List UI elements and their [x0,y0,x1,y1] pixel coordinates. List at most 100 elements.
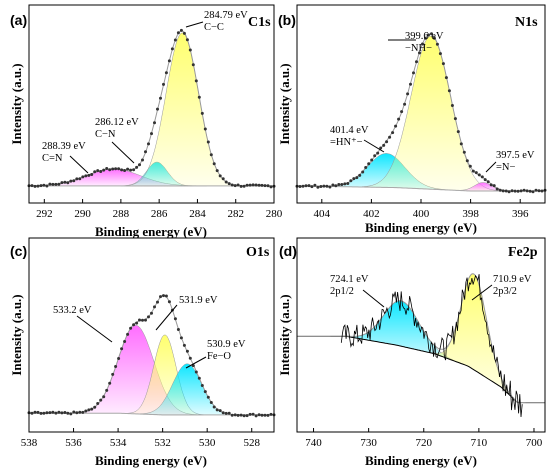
raw-spectrum [340,274,523,418]
x-ticks: 404 402 400 398 396 [314,199,529,220]
data-point [84,174,88,178]
data-point [99,170,103,173]
data-point [331,183,335,187]
data-point [156,300,159,304]
data-point [176,31,180,35]
data-point [170,47,174,51]
plot-frame [28,237,275,433]
data-point [111,372,115,376]
panel-c1s: 292 290 288 286 284 282 280 (a) C1s 284.79 eVC… [9,4,283,239]
data-point [90,173,94,176]
data-point [266,184,270,188]
data-point [337,183,341,186]
data-point [242,184,246,188]
data-point [257,413,261,417]
data-point [117,167,121,171]
data-point [42,411,46,415]
experimental-points [340,274,523,418]
data-point [349,179,353,183]
data-point [447,89,451,93]
x-tick-label: 282 [227,208,244,220]
x-tick-label: 536 [65,437,82,449]
data-point [30,411,34,415]
data-point [233,184,237,188]
data-point [162,294,165,298]
data-point [120,168,124,172]
y-axis-title: Intensity (a.u.) [9,294,24,375]
experimental-points [295,32,547,194]
x-tick-label: 404 [314,208,331,220]
data-point [141,318,144,322]
data-point [510,189,514,193]
data-point [230,413,234,417]
annotation-arrow [76,315,113,343]
plot-frame [28,4,275,204]
annotation-label: 710.9 eV [493,274,532,285]
data-point [498,188,502,192]
data-point [93,405,97,409]
peak-fill-284.79 [125,32,240,187]
data-point [135,165,139,169]
element-label: O1s [246,245,270,260]
data-point [159,96,162,100]
data-point [39,184,43,188]
data-point [421,42,424,46]
x-ticks: 538 536 534 532 530 528 [21,428,260,449]
data-point [316,185,320,189]
data-point [382,143,386,147]
data-point [456,130,460,134]
panel-n1s: 404 402 400 398 396 (b) N1s 399.6 eV−NH− 401.… [277,4,547,235]
data-point [391,131,395,135]
data-point [310,185,314,189]
data-point [507,190,511,194]
data-point [150,311,153,315]
data-point [245,183,249,187]
data-point [269,412,273,416]
x-ticks: 292 290 288 286 284 282 280 [36,199,283,220]
data-point [227,182,231,186]
data-point [99,398,103,402]
data-point [245,414,249,418]
data-point [471,169,475,173]
y-axis-title: Intensity (a.u.) [9,63,24,144]
experimental-points [27,28,276,189]
data-point [534,188,538,192]
data-point [519,189,523,193]
annotation-arrow [185,21,204,28]
data-point [120,347,124,351]
data-point [209,153,213,157]
data-point [236,183,240,187]
data-point [188,356,192,360]
data-point [197,95,201,99]
data-point [209,401,213,404]
data-point [54,411,58,415]
data-point [45,184,49,188]
data-point [153,121,156,125]
data-point [483,178,487,182]
annotation-label: 284.79 eV [204,10,248,21]
data-point [108,168,112,172]
annotation-label: 399.6 eV [405,31,444,42]
data-point [260,413,264,417]
data-point [126,332,130,336]
data-point [215,169,219,173]
x-tick-label: 288 [113,208,130,220]
panel-label: (d) [279,243,297,259]
element-label: C1s [248,15,271,30]
data-point [403,102,407,106]
data-point [60,181,64,185]
data-point [257,183,261,187]
annotation-arrow [185,356,207,369]
annotation-label: C=N [42,153,63,164]
data-point [57,410,61,414]
x-tick-label: 530 [199,437,216,449]
data-point [203,390,207,394]
data-point [251,183,255,187]
annotation-label: C−N [95,129,116,140]
annotation-label: =N− [496,162,516,173]
x-tick-label: 730 [360,437,377,449]
data-point [194,370,198,374]
data-point [173,317,177,321]
x-tick-label: 400 [413,208,430,220]
